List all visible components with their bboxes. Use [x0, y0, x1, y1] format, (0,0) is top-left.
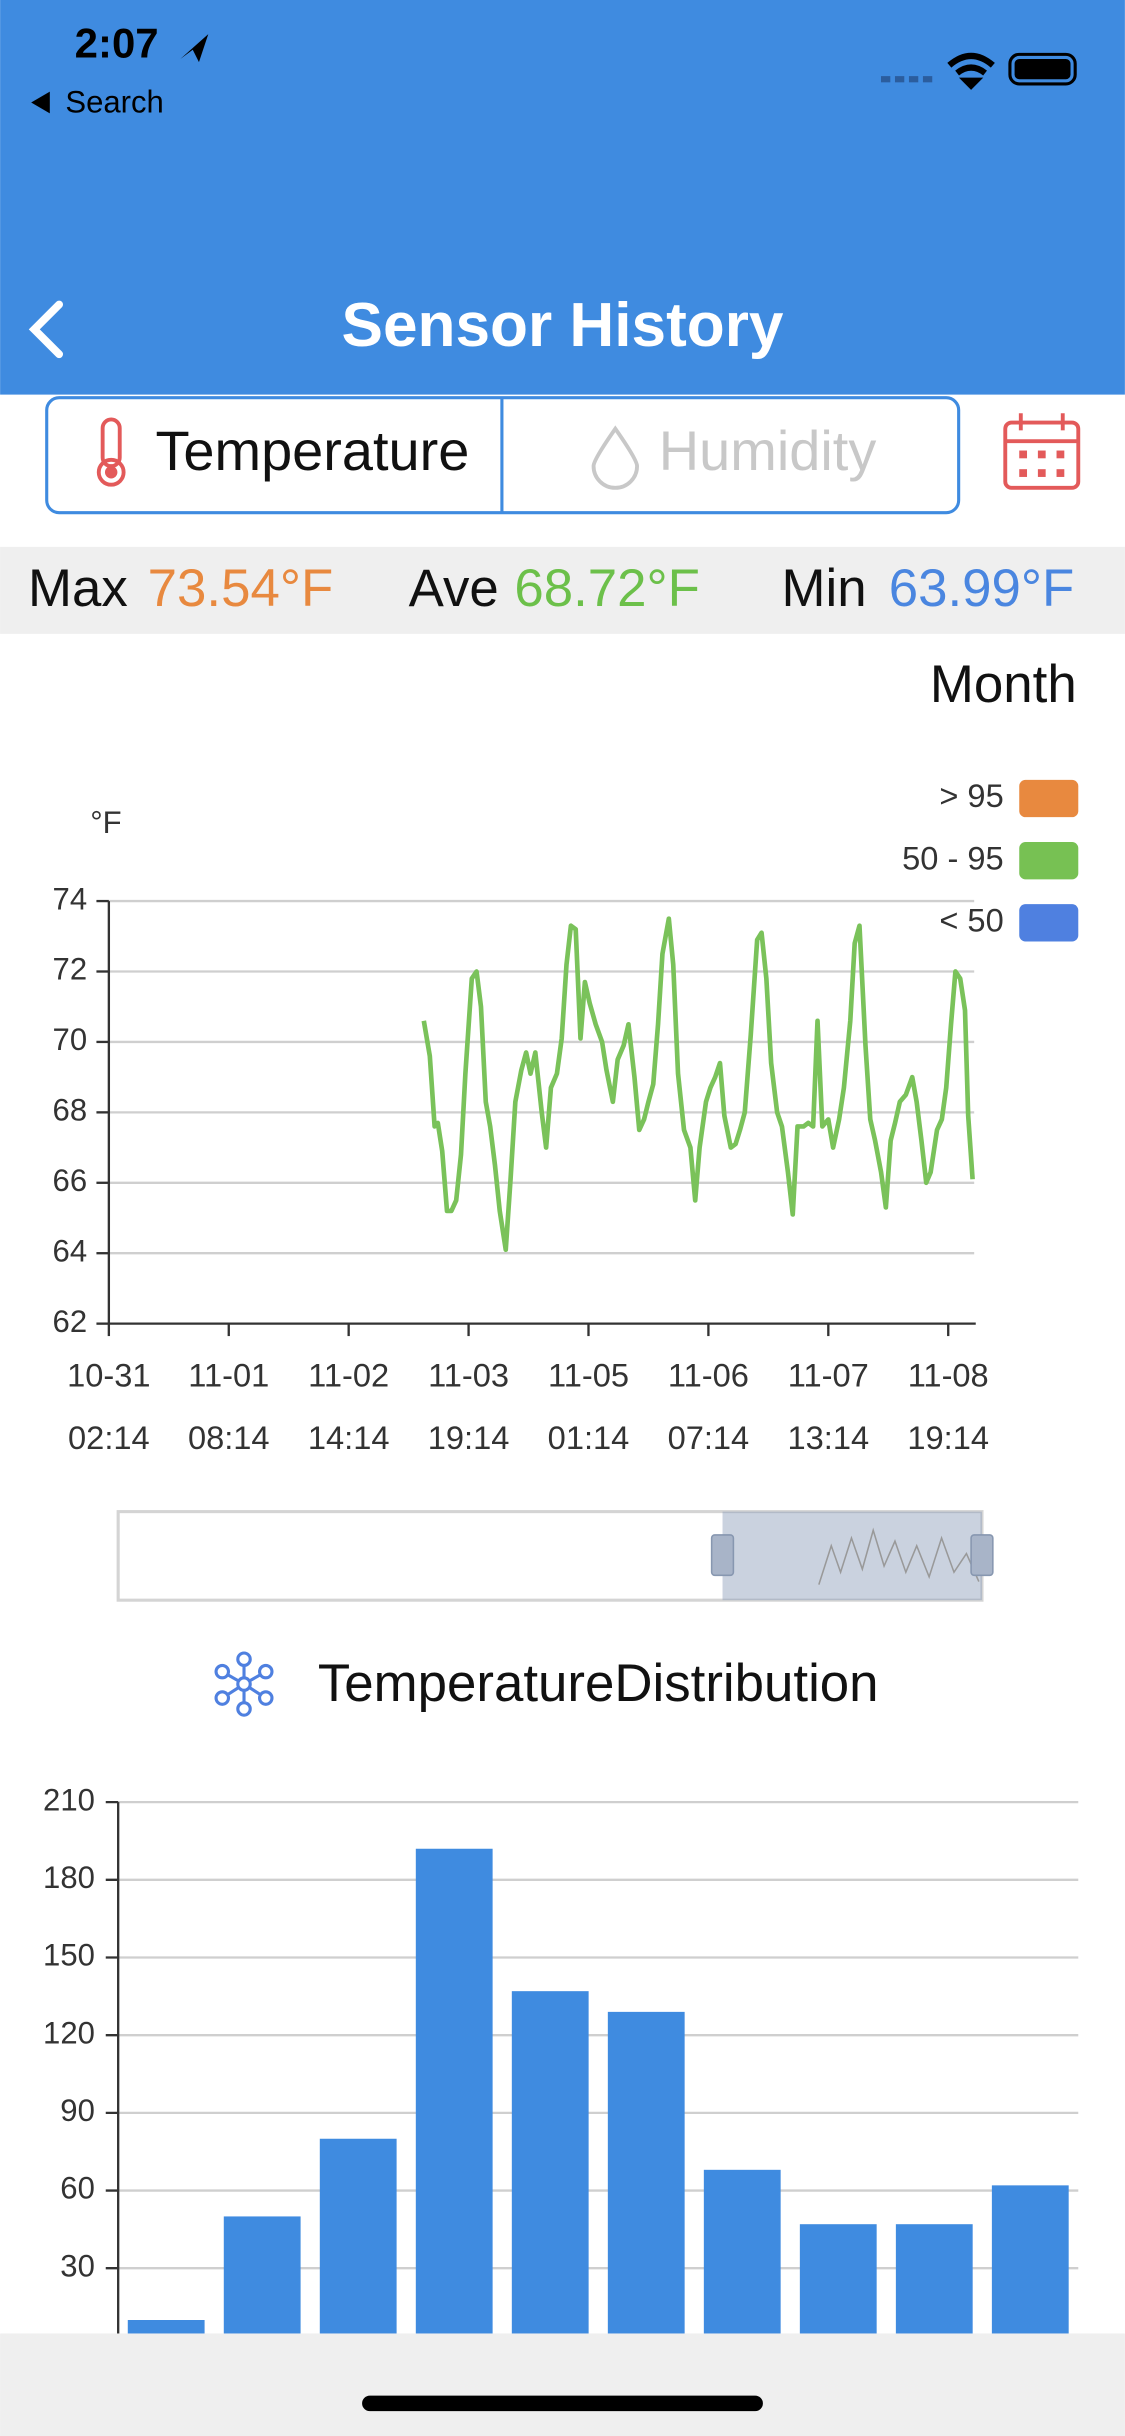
max-value: 73.54°F [148, 559, 334, 618]
battery-icon [1008, 52, 1077, 86]
legend-label: 50 - 95 [902, 839, 1004, 876]
bar [511, 1991, 589, 2334]
x-tick-label: 19:14 [907, 1419, 989, 1456]
x-tick-label: 08:14 [188, 1419, 270, 1456]
x-tick-label: 11-08 [908, 1357, 989, 1394]
status-time: 2:07 [75, 20, 159, 67]
legend-swatch [1019, 904, 1079, 942]
bar [703, 2169, 781, 2334]
y-tick-label: 30 [60, 2248, 95, 2283]
legend-label: > 95 [939, 777, 1003, 814]
bar [415, 1848, 493, 2334]
y-tick-label: 66 [53, 1163, 88, 1198]
x-tick-label: 11-05 [548, 1357, 629, 1394]
x-tick-label: 02:14 [68, 1419, 150, 1456]
tab-temperature[interactable]: Temperature [155, 419, 469, 482]
y-tick-label: 72 [53, 952, 88, 987]
distribution-plot: 30 60 90 120 150 180 210 [43, 1782, 1079, 2334]
calendar-icon[interactable] [1003, 413, 1081, 490]
zoom-preview [818, 1527, 980, 1585]
y-unit: °F [90, 805, 121, 840]
x-tick-label: 11-06 [668, 1357, 749, 1394]
bar [991, 2185, 1069, 2334]
x-tick-label: 11-01 [188, 1357, 269, 1394]
x-tick-label: 11-02 [308, 1357, 389, 1394]
nav-title: Sensor History [342, 291, 784, 360]
back-search[interactable]: Search [65, 84, 163, 119]
x-tick-label: 01:14 [548, 1419, 630, 1456]
y-tick-label: 120 [43, 2015, 95, 2050]
legend-swatch [1019, 779, 1079, 818]
zoom-selection[interactable] [722, 1511, 982, 1601]
droplet-icon [591, 425, 640, 490]
location-icon [180, 34, 209, 63]
x-tick-label: 13:14 [788, 1419, 870, 1456]
temperature-line [421, 916, 975, 1253]
x-tick-label: 14:14 [308, 1419, 390, 1456]
y-tick-label: 74 [53, 881, 88, 916]
ave-value: 68.72°F [514, 559, 700, 618]
x-tick-label: 19:14 [428, 1419, 510, 1456]
bar [223, 2216, 301, 2334]
battery-level [1014, 59, 1071, 80]
x-tick-label: 11-07 [788, 1357, 869, 1394]
y-tick-label: 62 [53, 1304, 88, 1339]
y-tick-label: 180 [43, 1860, 95, 1895]
y-tick-label: 60 [60, 2171, 95, 2206]
y-tick-label: 70 [53, 1022, 88, 1057]
distribution-icon [214, 1651, 274, 1717]
back-arrow-small[interactable] [31, 91, 50, 114]
bar [607, 2011, 685, 2334]
x-tick-label: 11-03 [428, 1357, 509, 1394]
min-value: 63.99°F [889, 559, 1075, 618]
legend-swatch [1019, 842, 1079, 880]
zoom-handle-left[interactable] [710, 1534, 735, 1577]
legend-label: < 50 [939, 901, 1003, 938]
header-bg [0, 0, 1125, 395]
wifi-icon [947, 52, 995, 90]
back-button[interactable] [28, 300, 64, 359]
x-tick-label: 07:14 [668, 1419, 750, 1456]
y-tick-label: 150 [43, 1938, 95, 1973]
distribution-title: TemperatureDistribution [318, 1654, 879, 1713]
y-tick-label: 68 [53, 1093, 88, 1128]
ave-label: Ave [409, 559, 499, 618]
max-label: Max [28, 559, 128, 618]
signal-icon [880, 76, 933, 83]
home-indicator [362, 2395, 763, 2412]
x-tick-label: 10-31 [67, 1357, 150, 1394]
y-tick-label: 210 [43, 1782, 95, 1817]
bar [799, 2224, 877, 2334]
zoom-handle-right[interactable] [970, 1534, 994, 1577]
stats-bar [0, 546, 1125, 634]
bar [127, 2320, 205, 2334]
tab-humidity[interactable]: Humidity [659, 419, 877, 482]
y-tick-label: 90 [60, 2093, 95, 2128]
bar [895, 2224, 973, 2334]
thermometer-icon [96, 417, 126, 487]
y-tick-label: 64 [53, 1233, 88, 1268]
min-label: Min [782, 559, 867, 618]
home-area [0, 2333, 1125, 2436]
bar [319, 2138, 397, 2334]
zoom-slider[interactable] [116, 1510, 984, 1602]
range-label[interactable]: Month [930, 655, 1077, 714]
